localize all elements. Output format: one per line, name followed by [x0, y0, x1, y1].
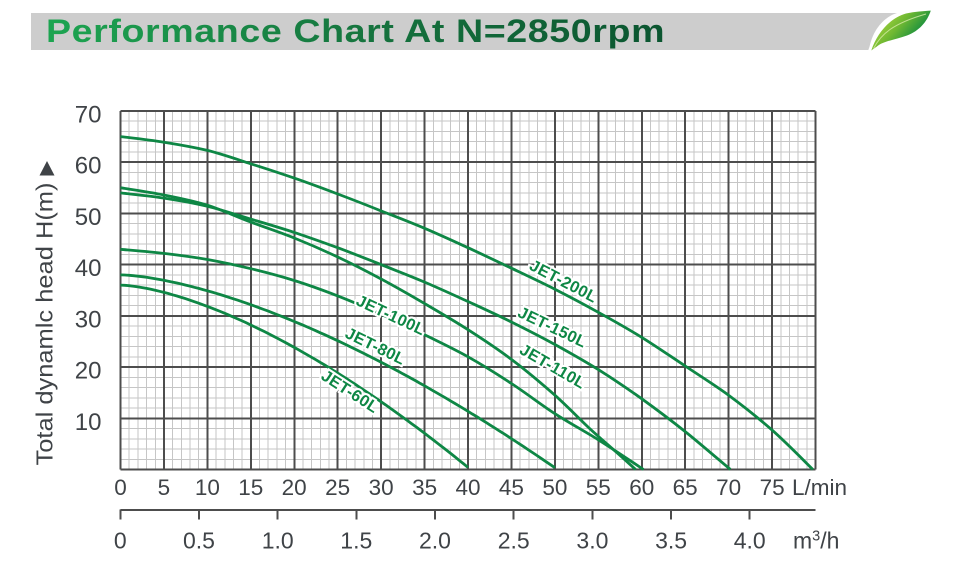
svg-text:3.0: 3.0 [576, 528, 608, 554]
svg-text:70: 70 [75, 102, 102, 129]
svg-text:0: 0 [114, 475, 127, 500]
svg-text:45: 45 [499, 475, 524, 500]
svg-text:40: 40 [455, 475, 480, 500]
svg-text:10: 10 [75, 409, 102, 436]
svg-text:10: 10 [195, 475, 220, 500]
svg-text:3.5: 3.5 [655, 528, 687, 554]
svg-text:20: 20 [75, 358, 102, 385]
svg-text:2.0: 2.0 [419, 528, 451, 554]
svg-text:60: 60 [629, 475, 654, 500]
svg-text:1.0: 1.0 [262, 528, 294, 554]
svg-text:70: 70 [716, 475, 741, 500]
svg-text:2.5: 2.5 [498, 528, 530, 554]
svg-text:15: 15 [238, 475, 263, 500]
svg-text:60: 60 [75, 153, 102, 180]
svg-text:75: 75 [760, 475, 785, 500]
svg-text:1.5: 1.5 [340, 528, 372, 554]
svg-text:30: 30 [75, 306, 102, 333]
svg-text:40: 40 [75, 255, 102, 282]
svg-text:30: 30 [369, 475, 394, 500]
svg-text:L/min: L/min [792, 475, 847, 500]
svg-text:Total dynamlc head H(m): Total dynamlc head H(m) [32, 183, 58, 466]
svg-text:50: 50 [542, 475, 567, 500]
svg-text:55: 55 [586, 475, 611, 500]
svg-text:0.5: 0.5 [183, 528, 215, 554]
svg-text:0: 0 [114, 528, 127, 554]
svg-text:4.0: 4.0 [734, 528, 766, 554]
svg-text:20: 20 [282, 475, 307, 500]
svg-text:65: 65 [673, 475, 698, 500]
svg-text:35: 35 [412, 475, 437, 500]
svg-text:m3/h: m3/h [793, 528, 839, 554]
svg-text:25: 25 [325, 475, 350, 500]
svg-text:5: 5 [158, 475, 171, 500]
svg-text:50: 50 [75, 204, 102, 231]
